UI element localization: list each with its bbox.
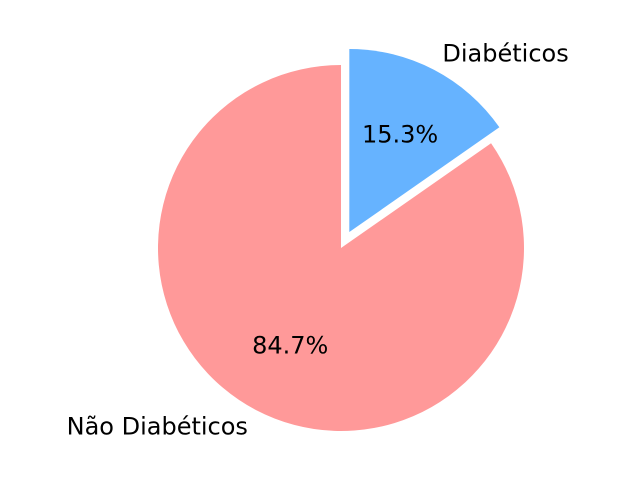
percent-label-nao-diabeticos: 84.7% <box>252 331 328 359</box>
percent-label-diabeticos: 15.3% <box>362 121 438 149</box>
pie-slice-diabeticos <box>349 49 500 233</box>
category-label-diabeticos: Diabéticos <box>442 40 568 68</box>
pie-slices <box>158 49 524 431</box>
pie-labels: 15.3% Diabéticos 84.7% Não Diabéticos <box>67 40 569 441</box>
category-label-nao-diabeticos: Não Diabéticos <box>67 412 248 440</box>
pie-slice-nao-diabeticos <box>158 65 524 431</box>
